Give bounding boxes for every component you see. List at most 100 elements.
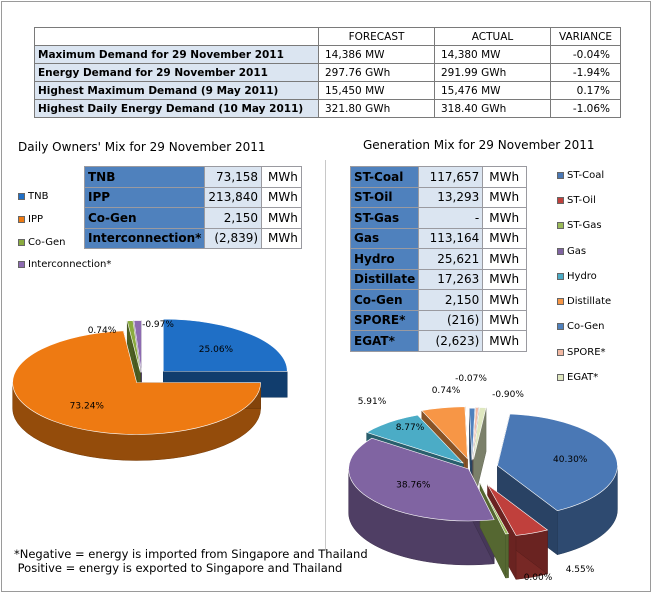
legend-label: Distillate xyxy=(567,296,612,307)
legend-item: ST-Oil xyxy=(557,195,596,206)
legend-label: ST-Oil xyxy=(567,195,596,206)
pie-slice-tnb xyxy=(162,318,288,372)
table-row: IPP 213,840 MWh xyxy=(83,186,302,208)
legend-item: IPP xyxy=(18,214,43,225)
legend-item: Distillate xyxy=(557,296,611,307)
pie-data-label: -0.90% xyxy=(492,390,524,400)
footnote-line: *Negative = energy is imported from Sing… xyxy=(14,547,368,561)
legend-label: SPORE* xyxy=(567,347,606,358)
owner-value: 73,158 xyxy=(204,166,263,188)
legend-label: Co-Gen xyxy=(28,237,66,248)
pie-slice-distillate xyxy=(421,406,468,460)
legend-swatch xyxy=(557,248,564,255)
legend-swatch xyxy=(18,216,25,223)
fuel-value: 113,164 xyxy=(418,227,484,249)
generation-pie-chart: 40.30% 4.55% 0.00% 38.76% 8.77% 5.91% 0.74% -0.… xyxy=(348,374,618,583)
pie-slice-co-gen xyxy=(469,407,476,461)
legend-item: Gas xyxy=(557,246,586,257)
pie-slice-st-gas xyxy=(479,483,509,535)
fuel-unit: MWh xyxy=(482,166,528,188)
owner-name: Co-Gen xyxy=(83,207,206,229)
legend-label: Interconnection* xyxy=(28,259,112,270)
owner-value: 2,150 xyxy=(204,207,263,229)
fuel-unit: MWh xyxy=(482,309,528,331)
legend-item: TNB xyxy=(18,191,48,202)
summary-header-row: FORECAST ACTUAL VARIANCE xyxy=(34,27,621,46)
table-row: Co-Gen 2,150 MWh xyxy=(349,289,528,311)
table-row: EGAT* (2,623) MWh xyxy=(349,330,528,352)
actual-cell: 318.40 GWh xyxy=(434,99,551,118)
pie-data-label: 25.06% xyxy=(199,345,234,355)
legend-swatch xyxy=(557,323,564,330)
footnote: *Negative = energy is imported from Sing… xyxy=(14,547,368,575)
owners-energy-table: TNB 73,158 MWh IPP 213,840 MWh Co-Gen 2,150 MW… xyxy=(83,166,302,249)
legend-label: EGAT* xyxy=(567,372,599,383)
pie-data-label: 4.55% xyxy=(566,565,595,575)
fuel-name: Distillate xyxy=(349,268,420,290)
pie-data-label: 0.74% xyxy=(88,326,117,336)
fuel-unit: MWh xyxy=(482,186,528,208)
legend-item: ST-Gas xyxy=(557,220,602,231)
pie-slice-egat xyxy=(473,407,487,460)
fuel-name: ST-Coal xyxy=(349,166,420,188)
pie-data-label: 0.74% xyxy=(432,386,461,396)
row-label: Highest Maximum Demand (9 May 2011) xyxy=(34,81,319,100)
table-row: Interconnection* (2,839) MWh xyxy=(83,227,302,249)
row-label: Maximum Demand for 29 November 2011 xyxy=(34,45,319,64)
pie-slice-ipp xyxy=(12,330,261,435)
table-row: Highest Maximum Demand (9 May 2011) 15,4… xyxy=(34,81,621,100)
actual-cell: 291.99 GWh xyxy=(434,63,551,82)
pie-slice-st-oil xyxy=(487,484,549,536)
fuel-value: (216) xyxy=(418,309,484,331)
legend-swatch xyxy=(557,273,564,280)
owner-unit: MWh xyxy=(261,227,302,249)
fuel-name: Gas xyxy=(349,227,420,249)
owner-name: TNB xyxy=(83,166,206,188)
demand-summary-table: FORECAST ACTUAL VARIANCE Maximum Demand … xyxy=(34,27,621,118)
table-row: ST-Coal 117,657 MWh xyxy=(349,166,528,188)
fuel-value: 17,263 xyxy=(418,268,484,290)
pie-data-label: 8.77% xyxy=(396,423,425,433)
fuel-name: Co-Gen xyxy=(349,289,420,311)
owner-unit: MWh xyxy=(261,186,302,208)
fuel-value: - xyxy=(418,207,484,229)
actual-cell: 15,476 MW xyxy=(434,81,551,100)
owners-pie-chart: 25.06% 73.24% 0.74% -0.97% xyxy=(12,318,288,461)
fuel-unit: MWh xyxy=(482,268,528,290)
fuel-name: Hydro xyxy=(349,248,420,270)
legend-swatch xyxy=(557,349,564,356)
row-label: Highest Daily Energy Demand (10 May 2011… xyxy=(34,99,319,118)
table-row: SPORE* (216) MWh xyxy=(349,309,528,331)
generation-energy-table: ST-Coal 117,657 MWh ST-Oil 13,293 MWh ST-Gas… xyxy=(349,166,528,352)
generation-chart-title: Generation Mix for 29 November 2011 xyxy=(363,138,595,152)
legend-label: IPP xyxy=(28,214,44,225)
table-row: ST-Oil 13,293 MWh xyxy=(349,186,528,208)
pie-data-label: 0.00% xyxy=(524,573,553,583)
legend-item: Interconnection* xyxy=(18,259,111,270)
pie-slice-interconnection xyxy=(133,320,142,373)
fuel-name: SPORE* xyxy=(349,309,420,331)
legend-swatch xyxy=(557,374,564,381)
legend-item: ST-Coal xyxy=(557,170,604,181)
owner-name: Interconnection* xyxy=(83,227,206,249)
fuel-unit: MWh xyxy=(482,248,528,270)
legend-item: Co-Gen xyxy=(18,237,66,248)
owners-chart-title: Daily Owners' Mix for 29 November 2011 xyxy=(18,140,266,154)
owner-unit: MWh xyxy=(261,166,302,188)
table-row: Maximum Demand for 29 November 2011 14,3… xyxy=(34,45,621,64)
legend-label: Gas xyxy=(567,246,587,257)
pie-data-label: -0.97% xyxy=(142,320,174,330)
fuel-unit: MWh xyxy=(482,330,528,352)
fuel-name: EGAT* xyxy=(349,330,420,352)
variance-cell: -1.06% xyxy=(550,99,621,118)
pie-data-label: 5.91% xyxy=(358,397,387,407)
legend-label: Hydro xyxy=(567,271,597,282)
legend-item: EGAT* xyxy=(557,372,598,383)
pie-data-label: -0.07% xyxy=(455,374,487,384)
forecast-cell: 297.76 GWh xyxy=(318,63,435,82)
legend-swatch xyxy=(557,197,564,204)
legend-label: ST-Gas xyxy=(567,220,602,231)
table-row: Energy Demand for 29 November 2011 297.7… xyxy=(34,63,621,82)
fuel-value: (2,623) xyxy=(418,330,484,352)
